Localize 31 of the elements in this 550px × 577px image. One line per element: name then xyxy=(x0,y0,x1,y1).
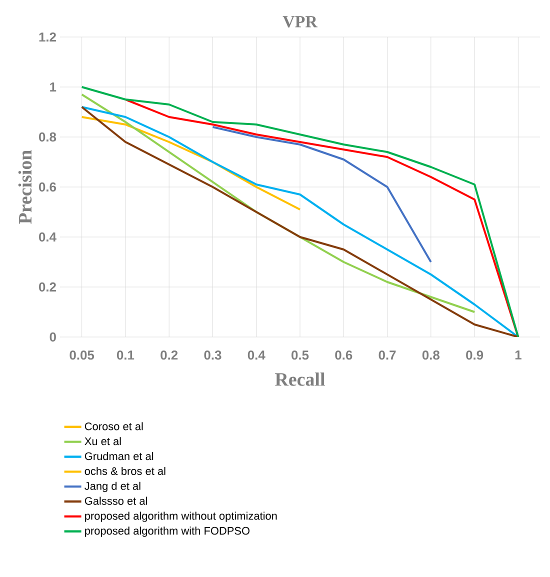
x-tick-label: 0.7 xyxy=(378,350,396,360)
legend-label: Galssso et al xyxy=(84,496,147,505)
line-series xyxy=(212,126,432,263)
x-tick-label: 0.6 xyxy=(335,350,352,360)
x-tick-label: 0.05 xyxy=(70,350,94,360)
y-tick-label: 0 xyxy=(50,332,56,342)
x-tick-label: 0.4 xyxy=(248,350,266,360)
y-tick-label: 1 xyxy=(50,82,56,92)
legend-label: Coroso et al xyxy=(84,422,143,430)
x-tick-label: 1 xyxy=(515,350,522,360)
x-tick-label: 0.9 xyxy=(466,350,484,360)
x-tick-label: 0.1 xyxy=(116,350,134,360)
y-tick-label: 0.4 xyxy=(38,232,56,242)
legend-label: proposed algorithm with FODPSO xyxy=(85,526,250,537)
y-tick-label: 0.6 xyxy=(38,182,56,192)
legend-label: proposed algorithm without optimization xyxy=(85,512,277,522)
chart-title: VPR xyxy=(282,16,318,28)
y-tick-label: 0.2 xyxy=(38,282,56,292)
y-tick-label: 1.2 xyxy=(39,32,56,42)
x-tick-label: 0.2 xyxy=(160,350,178,360)
legend-label: Jang d et al xyxy=(84,482,140,492)
line-series xyxy=(80,116,302,210)
x-tick-label: 0.5 xyxy=(292,350,309,360)
legend-label: Grudman et al xyxy=(84,452,154,460)
x-axis-title: Recall xyxy=(275,372,325,386)
x-tick-label: 0.8 xyxy=(422,350,440,360)
legend-label: ochs & bros et al xyxy=(84,466,166,475)
legend-label: Xu et al xyxy=(84,437,121,446)
y-tick-label: 0.8 xyxy=(38,132,56,142)
y-axis-title: Precision xyxy=(18,150,32,224)
x-tick-label: 0.3 xyxy=(204,350,222,360)
